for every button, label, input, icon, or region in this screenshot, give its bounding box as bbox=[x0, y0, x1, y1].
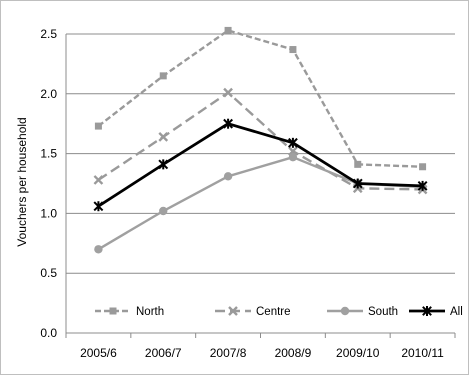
x-tick-label: 2007/8 bbox=[210, 346, 247, 360]
legend-marker bbox=[340, 306, 350, 316]
data-point-south bbox=[94, 245, 103, 254]
data-point-all bbox=[93, 201, 104, 212]
data-point-centre bbox=[158, 132, 169, 142]
legend-item-all: All bbox=[409, 306, 463, 318]
data-point-centre bbox=[288, 146, 298, 157]
legend-marker bbox=[109, 307, 117, 315]
legend-item-south: South bbox=[327, 306, 398, 318]
y-tick-label: 0.5 bbox=[40, 266, 57, 280]
y-tick-label: 2.0 bbox=[40, 87, 57, 101]
series-line-all bbox=[97, 122, 423, 208]
legend-item-centre: Centre bbox=[215, 306, 291, 318]
axes: 0.0 0.5 1.0 1.5 2.0 2.5 2005/6 2006/7 2007/8 2008… bbox=[40, 27, 456, 360]
y-tick-label: 1.5 bbox=[40, 147, 57, 161]
data-point-north bbox=[224, 26, 232, 34]
legend-label: All bbox=[450, 306, 463, 318]
x-tick-label: 2009/10 bbox=[336, 346, 380, 360]
data-point-north bbox=[354, 160, 362, 168]
series-north bbox=[94, 26, 427, 171]
y-tick-label: 2.5 bbox=[40, 27, 57, 41]
x-tick-label: 2008/9 bbox=[275, 346, 312, 360]
data-point-all bbox=[417, 180, 428, 191]
data-point-all bbox=[223, 118, 233, 129]
y-tick-label: 1.0 bbox=[40, 206, 57, 220]
data-point-north bbox=[159, 72, 167, 80]
x-tick-label: 2005/6 bbox=[80, 346, 117, 360]
data-point-all bbox=[288, 137, 298, 148]
x-tick-label: 2006/7 bbox=[145, 346, 182, 360]
legend-marker bbox=[228, 306, 238, 316]
x-tick-label: 2010/11 bbox=[401, 346, 444, 360]
legend-label: Centre bbox=[256, 306, 291, 318]
legend: North Centre South All bbox=[95, 306, 463, 318]
y-axis-title: Vouchers per household bbox=[15, 117, 29, 246]
data-point-all bbox=[352, 178, 363, 189]
data-point-all bbox=[158, 159, 169, 170]
data-point-north bbox=[289, 46, 297, 54]
series-line-centre bbox=[97, 91, 423, 191]
data-point-centre bbox=[223, 87, 233, 98]
series-lines bbox=[93, 26, 428, 254]
y-tick-label: 0.0 bbox=[40, 326, 57, 340]
data-point-south bbox=[288, 152, 298, 162]
series-line-north bbox=[97, 29, 423, 168]
legend-label: North bbox=[136, 306, 164, 318]
legend-item-north: North bbox=[95, 306, 164, 318]
data-point-centre bbox=[93, 175, 104, 185]
legend-label: South bbox=[368, 306, 398, 318]
data-point-north bbox=[419, 163, 427, 171]
data-point-north bbox=[94, 122, 102, 130]
data-point-south bbox=[159, 206, 168, 216]
gridlines bbox=[66, 33, 455, 274]
data-point-south bbox=[223, 172, 233, 181]
series-all bbox=[93, 118, 428, 212]
legend-marker bbox=[422, 306, 432, 316]
